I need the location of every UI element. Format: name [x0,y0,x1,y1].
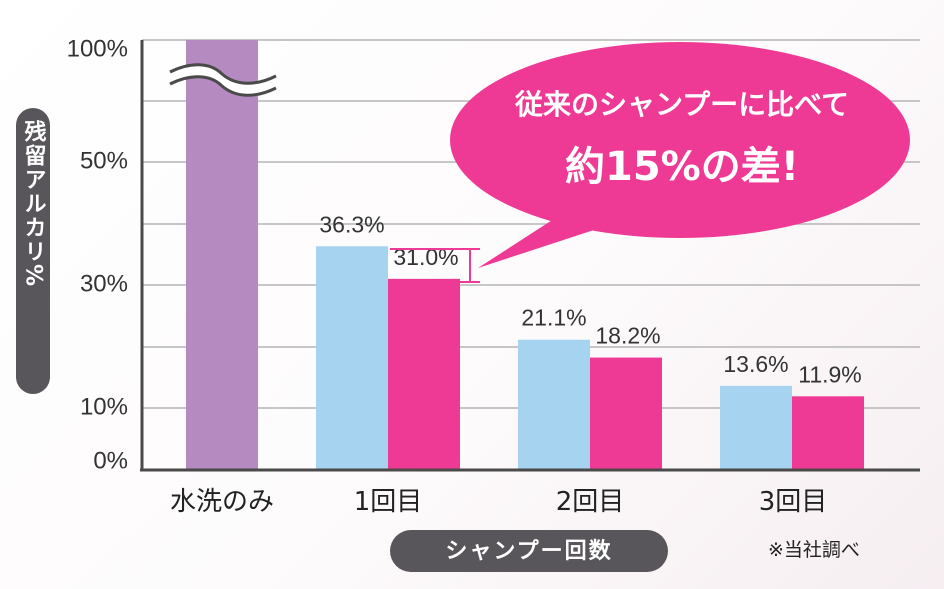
bar-3-series-2 [792,396,864,470]
category-label-2: 2回目 [556,487,625,517]
bar-water-only [186,40,258,470]
axis-break-mark [169,63,277,97]
bar-3-series-1 [720,385,792,470]
axis-break-band [170,64,276,96]
y-tick-100: 100% [67,35,128,62]
value-label-1-series-2: 31.0% [393,244,458,270]
y-tick-30: 30% [80,270,128,297]
callout-ellipse [450,42,910,238]
y-axis-label: 残留アルカリ% [16,108,50,394]
callout-bubble: 従来のシャンプーに比べて 約15%の差! [450,42,910,268]
category-label-water: 水洗のみ [170,487,274,517]
bar-1-series-2 [388,278,460,470]
value-label-3-series-1: 13.6% [723,351,788,377]
x-axis-label: シャンプー回数 [390,530,668,572]
callout-tail [478,215,600,268]
y-tick-50: 50% [80,147,128,174]
source-note: ※当社調べ [768,539,860,561]
value-label-2-series-2: 18.2% [595,323,660,349]
category-label-3: 3回目 [759,487,828,517]
bar-2-series-2 [590,357,662,470]
value-label-2-series-1: 21.1% [521,305,586,331]
value-label-3-series-2: 11.9% [798,361,862,387]
axis-break-line-2 [169,75,277,97]
category-label-1: 1回目 [354,487,423,517]
axis-break-line-1 [169,63,277,85]
y-axis-label-pill [16,108,50,394]
bars [169,40,864,470]
x-axis-label-pill [390,530,668,572]
x-axis-label-text: シャンプー回数 [445,538,612,564]
bar-2-series-1 [518,339,590,470]
difference-bracket [390,248,480,283]
y-tick-10: 10% [80,393,128,420]
category-labels: 水洗のみ 1回目 2回目 3回目 [170,487,827,517]
callout-line1: 従来のシャンプーに比べて [514,88,849,121]
y-axis-label-text: 残留アルカリ% [21,119,47,288]
value-label-1-series-1: 36.3% [319,211,384,237]
y-tick-0: 0% [93,447,128,474]
bar-1-series-1 [316,246,388,470]
callout-line2: 約15%の差! [565,144,799,190]
y-axis-ticks: 100% 50% 30% 10% 0% [67,35,128,474]
